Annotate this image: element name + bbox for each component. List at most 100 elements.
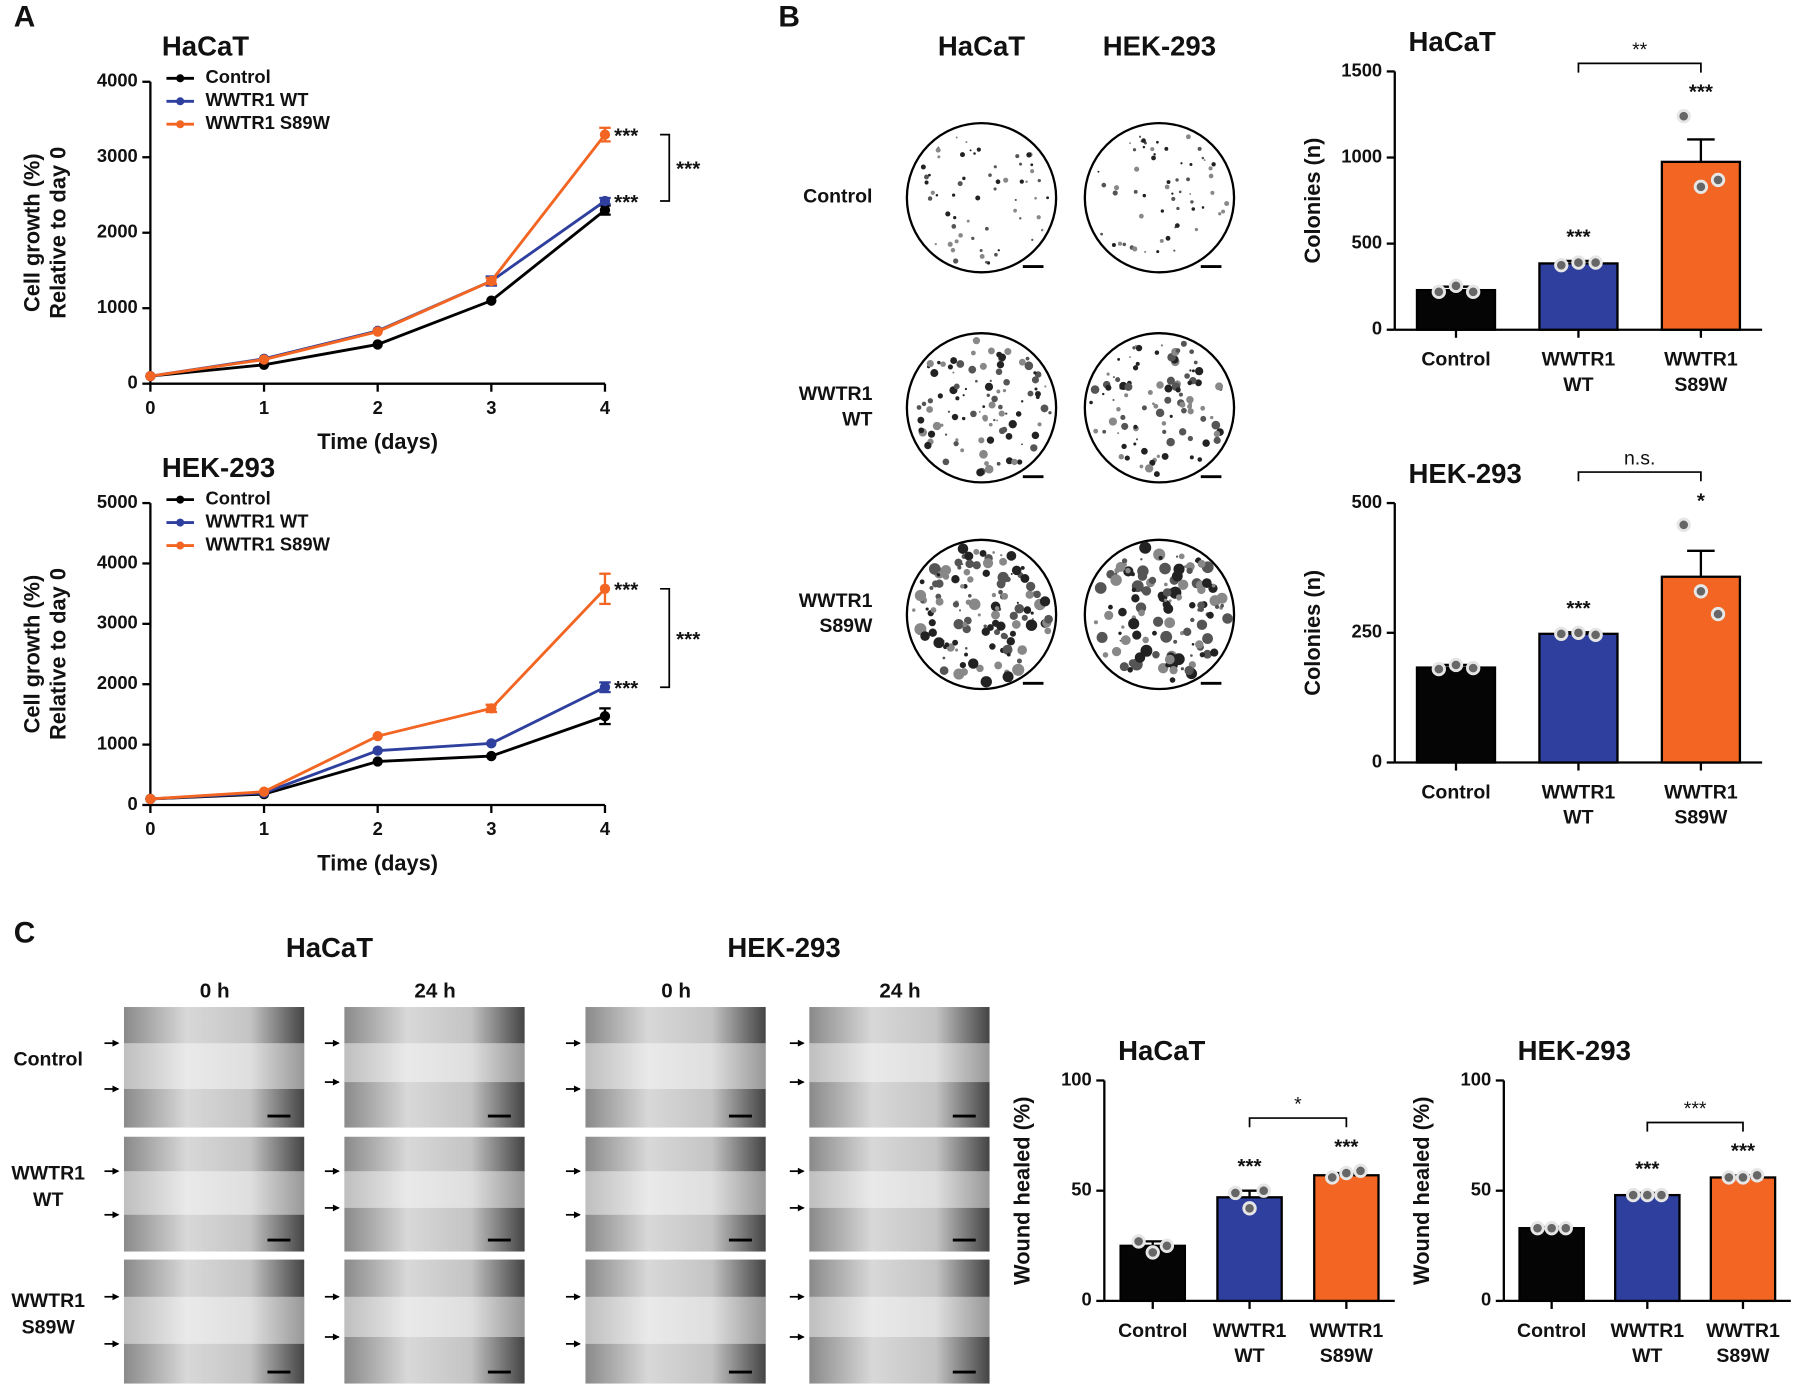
colony [951,193,956,197]
replicate-point [1448,657,1464,673]
colony [1142,636,1149,644]
colony [1156,381,1164,389]
colony [1214,604,1220,609]
colony [1117,241,1123,246]
colony [1173,249,1176,252]
colony [1090,385,1100,394]
colony [976,147,981,152]
row-label: WWTR1 S89W [11,1290,85,1338]
colony [989,643,996,650]
colony [975,195,981,201]
colony-well [905,332,1058,484]
data-point [599,682,611,693]
colony [999,557,1007,566]
colony [991,395,998,403]
colony [1215,382,1224,391]
colony [998,404,1003,410]
colony [1180,162,1183,165]
annotation: *** [614,191,639,214]
colony [1163,603,1174,614]
colony [1033,371,1037,375]
colony [953,258,959,264]
colony [944,433,948,436]
colony [1213,436,1221,444]
colony [1044,385,1047,388]
x-tick-label-line: S89W [1320,1345,1374,1367]
replicate-point [1131,1234,1146,1249]
colony [1189,192,1192,195]
colony [936,573,941,577]
colony [1183,627,1192,636]
colony [1037,178,1041,183]
colony [1133,442,1137,446]
colony [1030,611,1034,615]
colony [944,642,950,648]
colony [1023,606,1032,614]
colony [1021,400,1024,403]
colony [1127,667,1133,673]
wound-image [585,1259,766,1384]
bracket [1646,1121,1744,1132]
colony [961,416,966,421]
colony [998,410,1005,417]
colony [989,379,992,382]
colony [927,398,934,404]
arrow-head [332,1167,340,1175]
annotation: n.s. [1624,448,1655,470]
colony [1138,609,1145,617]
colony [942,656,946,660]
replicate-point [1749,1168,1765,1183]
colony [1139,464,1144,469]
colony [1017,645,1027,655]
colony [1172,653,1185,666]
colony [1142,647,1145,649]
colony [953,441,959,447]
colony [1094,582,1107,594]
bar [1415,288,1497,331]
colony [1115,377,1121,383]
row-label-line: WWTR1 [799,590,873,612]
colony [1193,360,1198,365]
legend-marker [176,74,185,83]
colony [1132,246,1138,252]
colony [1019,162,1023,166]
colony [1125,567,1131,574]
chart-title: HaCaT [162,31,249,62]
replicate-point [1626,1187,1641,1203]
colony [1161,452,1169,460]
colony [1197,601,1205,610]
arrow-head [112,1211,120,1219]
colony [1129,142,1131,145]
colony [1171,192,1174,195]
colony [1156,454,1160,458]
colony [1124,455,1130,461]
colony [1183,565,1187,568]
colony [1134,166,1140,172]
bracket [1248,1117,1348,1128]
colony [1096,631,1108,643]
wound-image [809,1259,990,1384]
arrow-head [797,1039,805,1047]
colony [1200,405,1206,411]
panel-label: A [14,1,36,34]
colony [1019,179,1024,184]
colony [938,571,941,574]
colony [982,414,988,421]
colony [917,416,925,424]
arrow-head [112,1340,120,1348]
colony [1130,572,1135,577]
y-axis-label: Cell growth (%)Relative to day 0 [19,147,70,319]
replicate-point [1710,172,1726,188]
colony [964,646,968,650]
y-tick-label: 500 [1352,491,1383,512]
colony [1119,386,1123,390]
colony [962,394,965,397]
x-tick-label: 3 [486,818,496,839]
time-header: 24 h [414,980,455,1003]
colony [1132,148,1137,152]
colony [1001,426,1008,433]
colony [1216,592,1228,604]
colony [960,448,965,453]
arrow-head [573,1085,581,1093]
colony [1152,616,1164,627]
